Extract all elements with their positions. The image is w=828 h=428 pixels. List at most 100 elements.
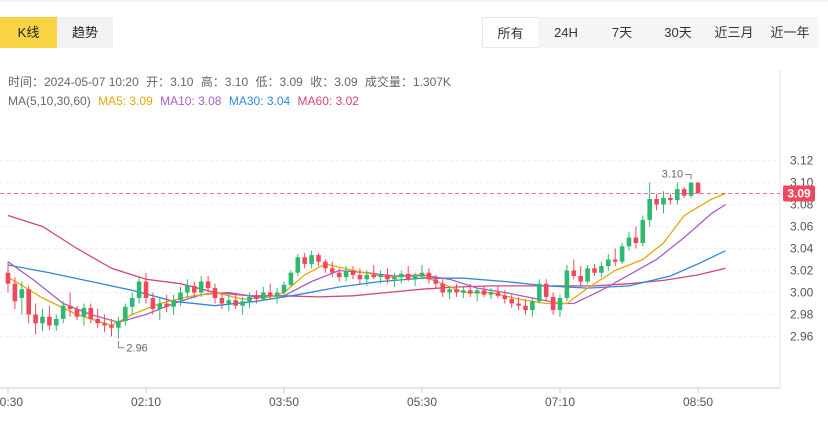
info-close: 收：3.09 — [310, 75, 358, 89]
candle — [668, 193, 673, 205]
candle — [405, 266, 411, 282]
candle-body — [302, 257, 307, 264]
x-tick-label: 07:10 — [545, 395, 575, 409]
candle-body — [88, 307, 94, 319]
ma5-value: MA5: 3.09 — [98, 94, 153, 108]
candle-body — [33, 314, 38, 324]
candle — [26, 285, 31, 324]
candle — [461, 285, 466, 298]
candle — [350, 266, 356, 280]
candle-body — [640, 219, 646, 243]
candle-body — [405, 273, 411, 280]
range-tab-4[interactable]: 近三月 — [706, 17, 762, 48]
candle-body — [633, 237, 639, 243]
candle-body — [219, 298, 225, 304]
axes: 3.123.103.083.063.043.023.002.982.9600:3… — [0, 70, 814, 409]
candle — [564, 265, 570, 302]
range-tab-5[interactable]: 近一年 — [762, 17, 818, 48]
trend-tab[interactable]: 趋势 — [57, 17, 113, 48]
candle-body — [288, 272, 294, 285]
candle-body — [316, 255, 321, 262]
candle — [88, 303, 94, 324]
candle-body — [295, 257, 301, 273]
candle-body — [571, 270, 577, 276]
candle-body — [254, 296, 259, 300]
x-tick-label: 02:10 — [131, 395, 161, 409]
candle — [509, 294, 514, 308]
candle — [640, 215, 646, 247]
candle — [198, 276, 204, 297]
range-tab-3[interactable]: 30天 — [650, 17, 706, 48]
candle — [681, 186, 687, 198]
candle — [192, 281, 197, 298]
candle-body — [371, 274, 376, 278]
x-tick-label: 03:50 — [269, 395, 299, 409]
candle-body — [233, 300, 238, 306]
candle-body — [433, 279, 439, 284]
candle — [60, 301, 66, 324]
candle-body — [81, 307, 87, 317]
range-tab-0[interactable]: 所有 — [482, 17, 538, 48]
candle — [647, 182, 652, 227]
candle-body — [612, 259, 618, 262]
candle — [226, 294, 232, 312]
candle — [585, 265, 590, 284]
candle — [316, 252, 321, 267]
candle — [612, 248, 618, 267]
candle-body — [192, 285, 197, 293]
candle-body — [695, 182, 701, 194]
candle — [419, 265, 425, 280]
candle — [399, 270, 404, 284]
annotations: 3.09 3.10 2.96 — [0, 169, 815, 355]
kline-tab[interactable]: K线 — [0, 17, 57, 48]
candle-body — [447, 289, 452, 293]
candle — [309, 250, 314, 269]
candle-body — [502, 295, 508, 300]
candle-body — [481, 290, 487, 295]
candle-body — [330, 268, 335, 273]
candle — [178, 287, 183, 306]
x-tick-label: 00:30 — [0, 395, 23, 409]
candle — [205, 276, 211, 293]
candle — [447, 285, 452, 300]
range-group: 所有 24H 7天 30天 近三月 近一年 — [482, 17, 818, 48]
y-tick-label: 2.98 — [790, 308, 814, 322]
candle — [123, 303, 128, 326]
candle-body — [116, 321, 121, 328]
candle-body — [557, 298, 563, 311]
info-high: 高：3.10 — [200, 75, 249, 89]
candle — [530, 298, 535, 317]
y-tick-label: 3.12 — [790, 154, 814, 168]
candle-body — [585, 268, 590, 282]
candle-body — [198, 281, 204, 293]
candle — [654, 193, 659, 210]
candle-body — [468, 290, 473, 294]
candle-body — [143, 281, 149, 298]
candle — [67, 292, 73, 317]
candle — [247, 292, 252, 308]
candle-body — [661, 197, 666, 205]
info-time: 时间：2024-05-07 10:20 — [8, 75, 139, 89]
candle — [240, 296, 245, 315]
candle-body — [336, 272, 342, 278]
candle — [33, 303, 38, 335]
x-tick-label: 05:30 — [407, 395, 437, 409]
candle — [688, 182, 694, 198]
candle — [412, 272, 418, 286]
ma10-value: MA10: 3.08 — [160, 94, 222, 108]
max-label: 3.10 — [662, 169, 683, 181]
candle-body — [392, 277, 397, 280]
candle-body — [185, 285, 190, 293]
candle-body — [619, 246, 625, 262]
candle-body — [74, 309, 80, 317]
candle — [81, 303, 87, 326]
y-tick-label: 3.00 — [790, 286, 814, 300]
candle-body — [592, 268, 597, 273]
candle-body — [40, 316, 45, 324]
candle — [454, 283, 459, 297]
candle-body — [543, 283, 549, 297]
candle-body — [550, 296, 556, 311]
range-tab-1[interactable]: 24H — [538, 17, 594, 48]
range-tab-2[interactable]: 7天 — [594, 17, 650, 48]
